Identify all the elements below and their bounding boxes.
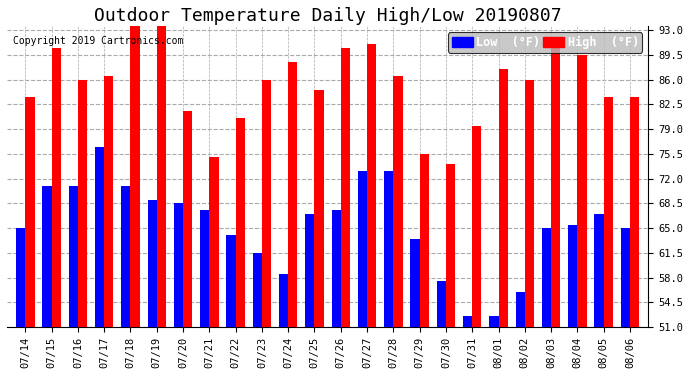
Bar [121,186,130,327]
Bar [420,154,429,327]
Bar [253,253,262,327]
Bar [52,48,61,327]
Bar [437,281,446,327]
Bar [384,171,393,327]
Bar [95,147,104,327]
Bar [393,76,402,327]
Bar [262,80,271,327]
Bar [148,200,157,327]
Bar [183,111,193,327]
Bar [288,62,297,327]
Bar [174,203,183,327]
Bar [305,214,315,327]
Bar [525,80,534,327]
Bar [489,316,498,327]
Bar [226,235,236,327]
Bar [411,238,420,327]
Bar [16,228,26,327]
Bar [200,210,209,327]
Bar [515,292,525,327]
Bar [604,97,613,327]
Bar [595,214,604,327]
Bar [578,55,586,327]
Bar [315,90,324,327]
Bar [26,97,34,327]
Bar [498,69,508,327]
Bar [621,228,630,327]
Bar [332,210,341,327]
Bar [630,97,639,327]
Bar [104,76,113,327]
Bar [157,27,166,327]
Bar [542,228,551,327]
Bar [130,27,139,327]
Bar [463,316,472,327]
Bar [236,118,245,327]
Bar [551,48,560,327]
Bar [209,158,219,327]
Bar [69,186,78,327]
Bar [472,126,482,327]
Bar [446,164,455,327]
Text: Copyright 2019 Cartronics.com: Copyright 2019 Cartronics.com [13,36,184,45]
Bar [42,186,52,327]
Bar [341,48,350,327]
Title: Outdoor Temperature Daily High/Low 20190807: Outdoor Temperature Daily High/Low 20190… [94,7,562,25]
Bar [358,171,367,327]
Bar [279,274,288,327]
Bar [568,225,578,327]
Legend: Low  (°F), High  (°F): Low (°F), High (°F) [448,32,642,53]
Bar [78,80,87,327]
Bar [367,44,376,327]
